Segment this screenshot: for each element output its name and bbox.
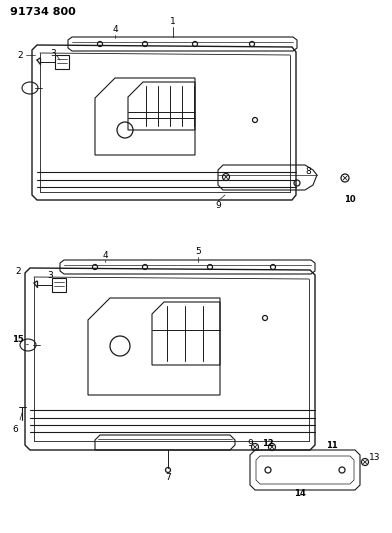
Text: 91734 800: 91734 800 xyxy=(10,7,76,17)
Text: 2: 2 xyxy=(17,51,23,60)
Text: 9: 9 xyxy=(247,440,253,448)
Text: 12: 12 xyxy=(262,440,274,448)
Text: 4: 4 xyxy=(112,26,118,35)
Text: 5: 5 xyxy=(195,247,201,256)
Text: 3: 3 xyxy=(50,49,56,58)
Text: 13: 13 xyxy=(369,454,381,463)
Text: 3: 3 xyxy=(47,271,53,279)
Text: 2: 2 xyxy=(15,268,21,277)
Text: 1: 1 xyxy=(170,18,176,27)
Text: 11: 11 xyxy=(326,440,338,449)
Text: 4: 4 xyxy=(102,251,108,260)
Text: 8: 8 xyxy=(305,167,311,176)
Text: 7: 7 xyxy=(165,473,171,482)
Text: 6: 6 xyxy=(12,425,18,434)
Text: 10: 10 xyxy=(344,196,356,205)
Text: 9: 9 xyxy=(215,200,221,209)
Text: 15: 15 xyxy=(12,335,24,344)
Text: 14: 14 xyxy=(294,489,306,498)
